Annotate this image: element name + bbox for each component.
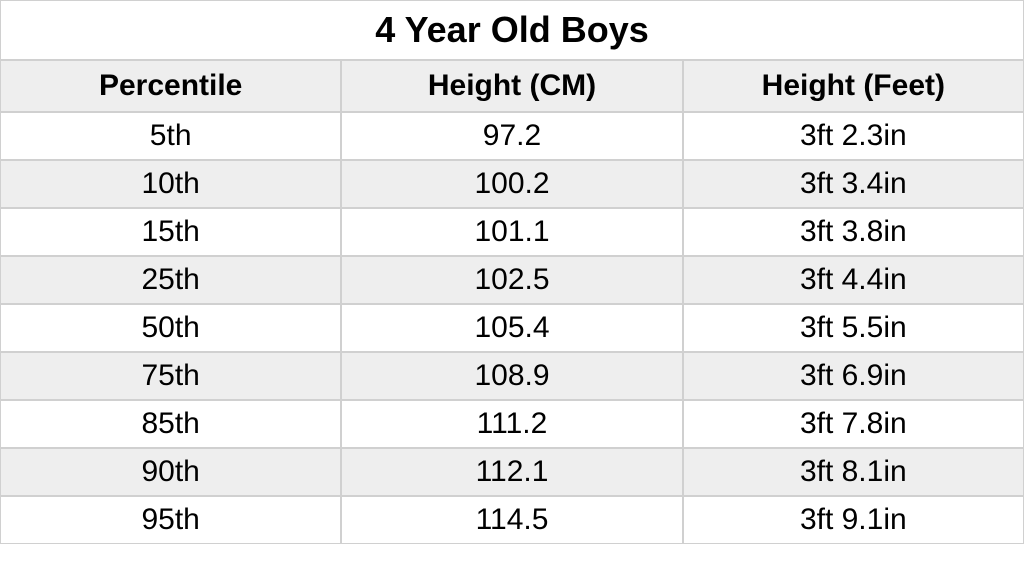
table-row: 85th 111.2 3ft 7.8in bbox=[0, 400, 1024, 448]
table-title: 4 Year Old Boys bbox=[0, 0, 1024, 60]
height-cm-cell: 105.4 bbox=[341, 304, 682, 352]
table-header-row: Percentile Height (CM) Height (Feet) bbox=[0, 60, 1024, 112]
table-row: 75th 108.9 3ft 6.9in bbox=[0, 352, 1024, 400]
height-feet-cell: 3ft 4.4in bbox=[683, 256, 1024, 304]
height-feet-cell: 3ft 8.1in bbox=[683, 448, 1024, 496]
height-cm-cell: 102.5 bbox=[341, 256, 682, 304]
percentile-cell: 50th bbox=[0, 304, 341, 352]
height-cm-cell: 108.9 bbox=[341, 352, 682, 400]
percentile-cell: 10th bbox=[0, 160, 341, 208]
height-percentile-table: 4 Year Old Boys Percentile Height (CM) H… bbox=[0, 0, 1024, 576]
column-header-percentile: Percentile bbox=[0, 60, 341, 112]
table-row: 95th 114.5 3ft 9.1in bbox=[0, 496, 1024, 544]
height-feet-cell: 3ft 2.3in bbox=[683, 112, 1024, 160]
table-row: 10th 100.2 3ft 3.4in bbox=[0, 160, 1024, 208]
height-feet-cell: 3ft 3.4in bbox=[683, 160, 1024, 208]
percentile-cell: 85th bbox=[0, 400, 341, 448]
height-feet-cell: 3ft 3.8in bbox=[683, 208, 1024, 256]
percentile-cell: 15th bbox=[0, 208, 341, 256]
table-row: 5th 97.2 3ft 2.3in bbox=[0, 112, 1024, 160]
percentile-cell: 90th bbox=[0, 448, 341, 496]
percentile-cell: 75th bbox=[0, 352, 341, 400]
height-cm-cell: 97.2 bbox=[341, 112, 682, 160]
table-row: 25th 102.5 3ft 4.4in bbox=[0, 256, 1024, 304]
percentile-cell: 95th bbox=[0, 496, 341, 544]
table-row: 90th 112.1 3ft 8.1in bbox=[0, 448, 1024, 496]
table-row: 15th 101.1 3ft 3.8in bbox=[0, 208, 1024, 256]
column-header-height-feet: Height (Feet) bbox=[683, 60, 1024, 112]
height-feet-cell: 3ft 7.8in bbox=[683, 400, 1024, 448]
height-cm-cell: 101.1 bbox=[341, 208, 682, 256]
table-row: 50th 105.4 3ft 5.5in bbox=[0, 304, 1024, 352]
percentile-cell: 25th bbox=[0, 256, 341, 304]
height-feet-cell: 3ft 5.5in bbox=[683, 304, 1024, 352]
height-feet-cell: 3ft 9.1in bbox=[683, 496, 1024, 544]
height-cm-cell: 100.2 bbox=[341, 160, 682, 208]
height-feet-cell: 3ft 6.9in bbox=[683, 352, 1024, 400]
column-header-height-cm: Height (CM) bbox=[341, 60, 682, 112]
percentile-cell: 5th bbox=[0, 112, 341, 160]
height-cm-cell: 114.5 bbox=[341, 496, 682, 544]
height-cm-cell: 112.1 bbox=[341, 448, 682, 496]
height-cm-cell: 111.2 bbox=[341, 400, 682, 448]
